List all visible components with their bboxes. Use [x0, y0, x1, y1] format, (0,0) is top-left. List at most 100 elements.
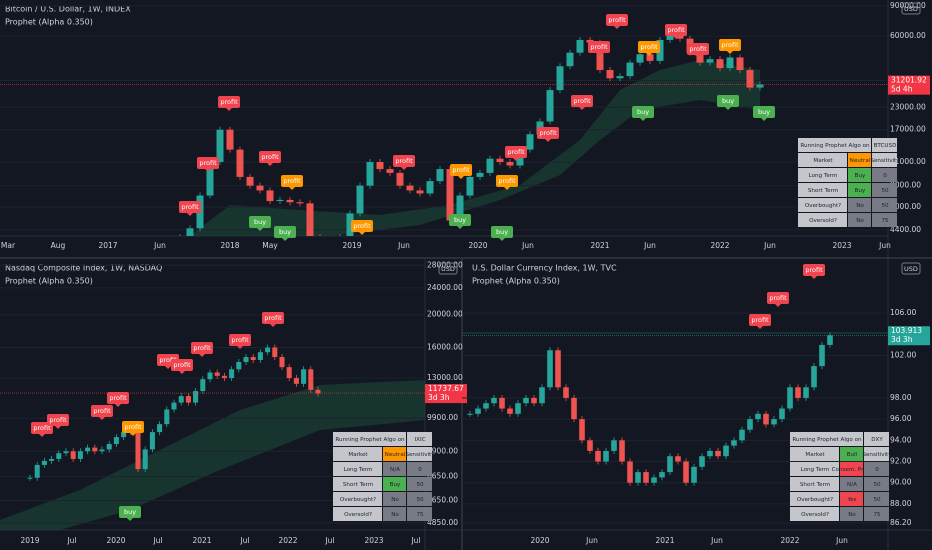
signal-pointer: [695, 55, 701, 58]
signal-text: profit: [590, 43, 608, 51]
table-text: Market: [813, 158, 833, 164]
time-tick-label: Jun: [710, 536, 723, 545]
table-text: 75: [416, 512, 424, 518]
candle: [226, 129, 234, 150]
signal-label: [719, 39, 741, 51]
table-text: Market: [805, 452, 825, 458]
table-cell: [407, 492, 432, 506]
table-cell: [840, 507, 863, 521]
candle: [606, 70, 614, 79]
signal-text: profit: [769, 294, 787, 302]
signal-label: [197, 157, 219, 169]
table-cell: [864, 507, 889, 521]
titles: Bitcoin / U.S. Dollar, 1W, INDEX Prophet…: [5, 5, 617, 286]
price-tick-label: 90.00: [890, 478, 912, 487]
signal-pointer: [513, 158, 519, 161]
signal-pointer: [757, 326, 763, 329]
candle: [523, 397, 529, 404]
table-text: Running Prophet Algo on: [335, 437, 405, 443]
candle: [56, 453, 62, 459]
candle: [34, 464, 40, 478]
signal-text: profit: [689, 45, 707, 53]
currency-badge: [438, 262, 458, 275]
candle: [531, 397, 537, 404]
candle: [178, 396, 184, 403]
candle: [214, 372, 220, 376]
time-tick-label: 2020: [468, 241, 487, 250]
candle: [616, 76, 624, 79]
signal-text: buy: [279, 228, 291, 236]
table-text: No: [391, 497, 399, 503]
table-cell: [872, 213, 897, 227]
candle: [475, 408, 481, 414]
candle: [539, 387, 545, 404]
table-cell: [333, 462, 382, 476]
candle: [771, 419, 777, 425]
signal-pointer: [115, 404, 121, 407]
time-tick-label: 2022: [710, 241, 729, 250]
candle: [635, 472, 641, 483]
table-cell: [333, 507, 382, 521]
candle: [643, 472, 649, 483]
table-text: Consem. Profit: [832, 467, 874, 473]
candle: [272, 347, 278, 358]
signal-text: buy: [722, 97, 734, 105]
candle: [626, 62, 634, 77]
candle: [456, 195, 464, 221]
signal-label: [753, 106, 775, 118]
signal-text: profit: [93, 407, 111, 415]
candle: [506, 162, 514, 166]
table-cell: [872, 198, 897, 212]
signal-pointer: [179, 371, 185, 374]
cloud-band: [0, 380, 425, 530]
time-tick-label: 2021: [655, 536, 674, 545]
table-cell: [840, 447, 863, 461]
candle: [683, 461, 689, 483]
table-text: Sensitivity: [870, 158, 900, 164]
table-text: Sensitivity: [862, 452, 892, 458]
signal-label: [218, 96, 240, 108]
candle: [229, 369, 235, 379]
candle: [41, 460, 47, 465]
currency-badge: [901, 2, 921, 15]
candle: [406, 185, 414, 191]
time-tick-label: Jun: [835, 536, 848, 545]
candle: [736, 57, 744, 71]
candle: [106, 444, 112, 450]
time-tick-label: 2021: [590, 241, 609, 250]
last-price: 103.913: [891, 326, 922, 335]
signal-label: [351, 220, 373, 232]
currency: USD: [904, 5, 918, 13]
candle: [499, 397, 505, 409]
candle: [85, 447, 91, 452]
table-text: N/A: [847, 482, 857, 488]
signal-label: [767, 292, 789, 304]
signal-pointer: [99, 417, 105, 420]
price-tick-label: 7900.00: [427, 446, 458, 455]
signal-label: [496, 175, 518, 187]
signal-label: [638, 41, 660, 53]
time-tick-label: 2023: [832, 241, 851, 250]
signal-label: [122, 421, 144, 433]
candle: [293, 378, 299, 384]
table-text: Sensitivity: [405, 452, 435, 458]
table-cell: [798, 213, 847, 227]
table-text: 50: [881, 188, 889, 194]
price-tick-label: 86.20: [890, 518, 912, 527]
candle: [596, 42, 604, 71]
signal-pointer: [282, 238, 288, 241]
signal-label: [281, 175, 303, 187]
signal-pointer: [504, 187, 510, 190]
signal-text: profit: [539, 129, 557, 137]
candle: [164, 409, 170, 425]
time-tick-label: May: [262, 241, 278, 250]
signal-pointer: [257, 228, 263, 231]
signal-label: [47, 414, 69, 426]
time-left: 3d 3h: [891, 335, 913, 344]
table-text: Short Term: [343, 482, 373, 488]
candle: [250, 357, 256, 360]
time-tick-label: Jun: [397, 241, 410, 250]
candle: [763, 413, 769, 425]
signal-label: [687, 43, 709, 55]
